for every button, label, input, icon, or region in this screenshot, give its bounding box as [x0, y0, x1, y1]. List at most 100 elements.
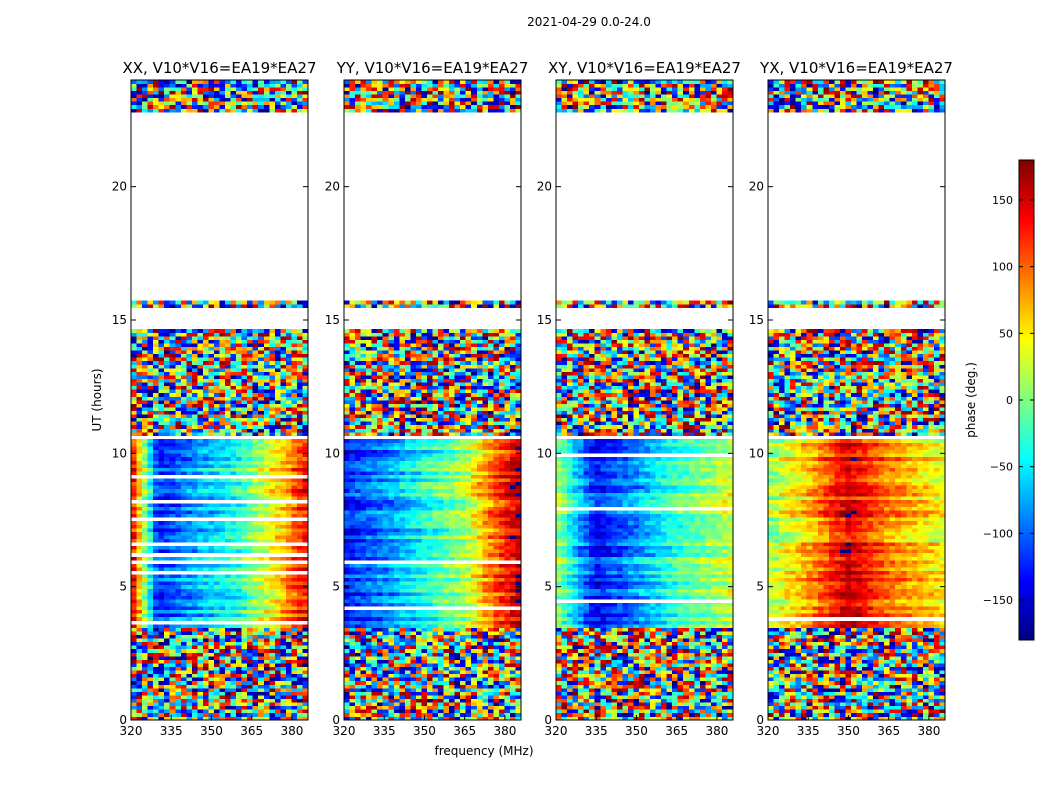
- heatmap-cell: [366, 599, 372, 603]
- heatmap-cell: [230, 638, 237, 643]
- heatmap-cell: [175, 627, 182, 632]
- heatmap-cell: [274, 513, 281, 518]
- heatmap-cell: [219, 503, 226, 507]
- heatmap-cell: [230, 631, 237, 635]
- heatmap-cell: [410, 631, 417, 635]
- heatmap-cell: [247, 403, 253, 408]
- heatmap-cell: [465, 620, 472, 625]
- heatmap-cell: [291, 670, 298, 675]
- heatmap-cell: [360, 698, 367, 703]
- heatmap-cell: [225, 446, 231, 451]
- heatmap-cell: [274, 460, 281, 465]
- heatmap-cell: [219, 556, 226, 561]
- heatmap-cell: [236, 94, 242, 99]
- heatmap-cell: [153, 485, 159, 490]
- heatmap-cell: [291, 407, 298, 411]
- heatmap-cell: [258, 101, 265, 106]
- heatmap-cell: [153, 535, 159, 539]
- heatmap-cell: [493, 652, 500, 657]
- heatmap-cell: [180, 684, 187, 689]
- heatmap-cell: [230, 574, 237, 579]
- heatmap-cell: [197, 488, 204, 493]
- heatmap-cell: [280, 549, 287, 554]
- heatmap-cell: [355, 670, 361, 675]
- heatmap-cell: [410, 666, 417, 671]
- heatmap-cell: [186, 400, 193, 404]
- heatmap-cell: [225, 407, 231, 411]
- heatmap-cell: [269, 304, 276, 308]
- heatmap-cell: [258, 336, 265, 340]
- heatmap-cell: [302, 403, 309, 408]
- heatmap-cell: [454, 609, 461, 614]
- heatmap-cell: [280, 567, 287, 571]
- heatmap-cell: [180, 375, 187, 379]
- heatmap-cell: [280, 343, 287, 347]
- heatmap-cell: [213, 620, 220, 625]
- heatmap-cell: [252, 581, 259, 586]
- heatmap-cell: [263, 528, 270, 532]
- heatmap-cell: [438, 631, 444, 635]
- heatmap-cell: [164, 616, 171, 621]
- heatmap-cell: [252, 87, 259, 91]
- heatmap-cell: [142, 670, 148, 675]
- heatmap-cell: [225, 531, 231, 536]
- heatmap-cell: [296, 439, 303, 443]
- heatmap-cell: [247, 570, 253, 575]
- heatmap-cell: [274, 695, 281, 699]
- heatmap-cell: [180, 368, 187, 372]
- heatmap-cell: [236, 620, 242, 625]
- heatmap-cell: [258, 684, 265, 689]
- heatmap-cell: [175, 684, 182, 689]
- heatmap-cell: [164, 336, 171, 340]
- heatmap-cell: [498, 659, 505, 664]
- heatmap-cell: [252, 446, 259, 451]
- heatmap-cell: [213, 407, 220, 411]
- heatmap-cell: [360, 663, 367, 667]
- heatmap-cell: [296, 407, 303, 411]
- heatmap-cell: [180, 627, 187, 632]
- heatmap-cell: [208, 428, 215, 433]
- heatmap-cell: [241, 449, 248, 454]
- heatmap-cell: [197, 606, 204, 611]
- heatmap-cell: [258, 488, 265, 493]
- heatmap-cell: [274, 364, 281, 369]
- heatmap-cell: [515, 659, 522, 664]
- heatmap-cell: [169, 641, 176, 646]
- heatmap-cell: [296, 581, 303, 586]
- heatmap-cell: [142, 645, 148, 650]
- heatmap-cell: [164, 688, 171, 692]
- heatmap-cell: [509, 627, 516, 632]
- heatmap-cell: [291, 328, 298, 333]
- heatmap-cell: [421, 709, 428, 714]
- heatmap-cell: [147, 702, 154, 707]
- heatmap-cell: [208, 645, 215, 650]
- heatmap-cell: [208, 535, 215, 539]
- heatmap-cell: [219, 464, 226, 468]
- heatmap-cell: [296, 595, 303, 600]
- heatmap-cell: [399, 695, 406, 699]
- heatmap-cell: [252, 428, 259, 433]
- heatmap-cell: [208, 641, 215, 646]
- heatmap-cell: [153, 360, 159, 365]
- heatmap-cell: [153, 80, 159, 84]
- heatmap-cell: [263, 467, 270, 472]
- heatmap-cell: [191, 688, 198, 692]
- heatmap-cell: [136, 360, 143, 365]
- heatmap-cell: [153, 371, 159, 376]
- heatmap-cell: [482, 684, 489, 689]
- heatmap-cell: [175, 709, 182, 714]
- heatmap-cell: [465, 691, 472, 696]
- heatmap-cell: [252, 442, 259, 447]
- heatmap-cell: [158, 442, 165, 447]
- heatmap-cell: [158, 364, 165, 369]
- heatmap-cell: [153, 375, 159, 379]
- heatmap-cell: [360, 592, 367, 596]
- heatmap-cell: [191, 666, 198, 671]
- heatmap-cell: [225, 101, 231, 106]
- heatmap-cell: [274, 403, 281, 408]
- heatmap-cell: [219, 453, 226, 458]
- heatmap-cell: [247, 485, 253, 490]
- heatmap-cell: [213, 613, 220, 618]
- heatmap-cell: [302, 506, 309, 511]
- heatmap-cell: [191, 378, 198, 383]
